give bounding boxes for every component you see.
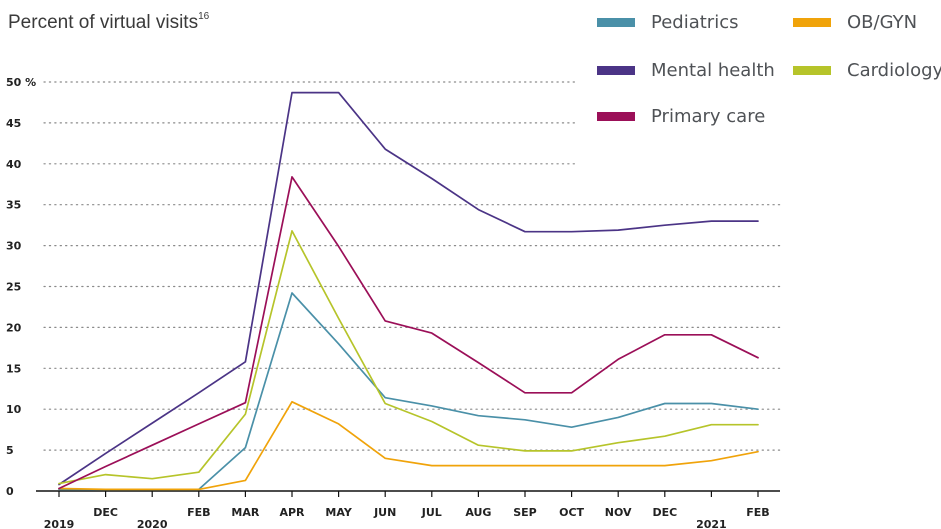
legend-swatch-obgyn: [793, 18, 831, 27]
x-tick-label-4: MAR: [231, 506, 259, 519]
x-tick-label-12: NOV: [605, 506, 632, 519]
y-tick-label-3: 15: [6, 362, 21, 375]
series-line-primary-care: [58, 176, 759, 490]
y-tick-label-6: 30: [6, 240, 22, 253]
series-line-cardiology: [58, 230, 759, 485]
legend-swatch-mental-health: [597, 66, 635, 75]
chart-title: Percent of virtual visits16: [8, 10, 210, 33]
x-tick-label-11: OCT: [559, 506, 584, 519]
series-line-pediatrics: [58, 292, 759, 491]
y-tick-label-1: 5: [6, 444, 14, 457]
x-tick-label-5: APR: [279, 506, 305, 519]
legend-item-primary-care: Primary care: [597, 106, 765, 127]
x-tick-label-13: DEC: [652, 506, 677, 519]
y-tick-label-2: 10: [6, 403, 22, 416]
legend-item-cardiology: Cardiology: [793, 60, 941, 81]
x-year-label-2021: 2021: [696, 518, 727, 529]
legend-item-mental-health: Mental health: [597, 60, 775, 81]
x-tick-label-8: JUL: [421, 506, 442, 519]
legend-label-cardiology: Cardiology: [847, 60, 941, 81]
y-tick-label-8: 40: [6, 158, 22, 171]
x-tick-label-6: MAY: [325, 506, 352, 519]
y-tick-label-4: 20: [6, 321, 22, 334]
series-line-mental-health: [58, 91, 759, 486]
x-tick-label-3: FEB: [187, 506, 210, 519]
y-tick-label-9: 45: [6, 117, 21, 130]
y-tick-label-10: 50 %: [6, 76, 36, 89]
legend-item-pediatrics: Pediatrics: [597, 12, 738, 33]
legend-label-obgyn: OB/GYN: [847, 12, 918, 33]
x-tick-label-9: AUG: [465, 506, 491, 519]
x-year-label-2019: 2019: [44, 518, 75, 529]
x-tick-label-10: SEP: [513, 506, 537, 519]
y-tick-label-7: 35: [6, 199, 21, 212]
x-tick-label-1: DEC: [93, 506, 118, 519]
x-tick-label-15: FEB: [746, 506, 769, 519]
legend-swatch-primary-care: [597, 112, 635, 121]
legend-label-mental-health: Mental health: [651, 60, 775, 81]
series-line-ob-gyn: [58, 400, 759, 491]
y-tick-label-5: 25: [6, 281, 21, 294]
legend-item-obgyn: OB/GYN: [793, 12, 917, 33]
x-year-label-2020: 2020: [137, 518, 168, 529]
legend-label-primary-care: Primary care: [651, 106, 766, 127]
x-tick-label-7: JUN: [373, 506, 396, 519]
legend-swatch-cardiology: [793, 66, 831, 75]
legend-label-pediatrics: Pediatrics: [651, 12, 739, 33]
legend-swatch-pediatrics: [597, 18, 635, 27]
y-tick-label-0: 0: [6, 485, 14, 498]
